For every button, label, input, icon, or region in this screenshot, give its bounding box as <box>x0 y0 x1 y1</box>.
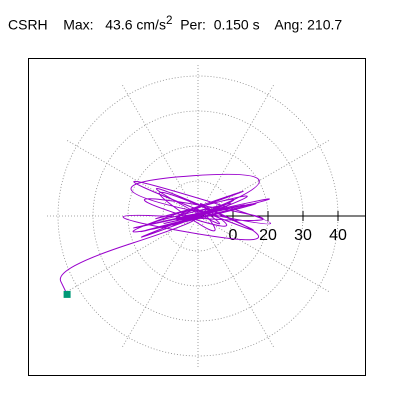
plot-header: CSRH Max: 43.6 cm/s2 Per: 0.150 s Ang: 2… <box>8 14 342 36</box>
radial-tick-label-0: 0 <box>229 227 238 244</box>
grid-spoke-4 <box>121 83 199 217</box>
period-value: 0.150 s <box>213 16 260 33</box>
period-label: Per: <box>180 16 206 33</box>
angle-label: Ang: <box>274 16 304 33</box>
max-value: 43.6 <box>105 16 133 33</box>
radial-tick-label-1: 20 <box>259 227 277 244</box>
grid-spoke-8 <box>121 215 199 349</box>
angle-value: 210.7 <box>307 16 343 33</box>
radial-tick-label-3: 40 <box>329 227 347 244</box>
grid-spoke-2 <box>197 83 275 217</box>
orbit-series-line-0 <box>59 173 272 295</box>
max-unit: cm/s <box>136 16 166 33</box>
max-label: Max: <box>63 16 94 33</box>
max-unit-superscript: 2 <box>165 14 173 27</box>
end-point-marker <box>63 290 71 298</box>
radial-tick-label-2: 30 <box>294 227 312 244</box>
grid-spoke-5 <box>65 139 199 217</box>
station-code: CSRH <box>8 16 48 33</box>
